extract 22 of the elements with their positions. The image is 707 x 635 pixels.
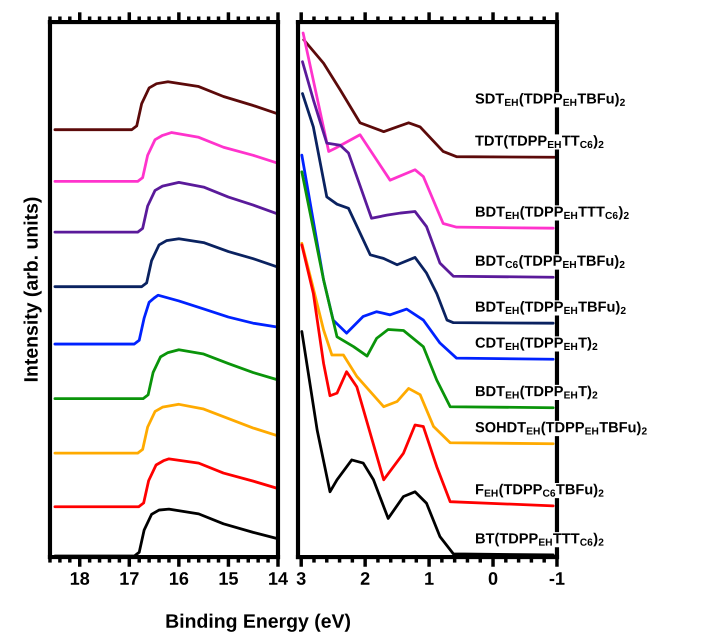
x-tick-label: 0 — [488, 572, 498, 585]
x-tick-label: 17 — [120, 572, 139, 585]
series-label: SOHDT$_{EH}$(TDPP$_{EH}$TBFu)$_{2}$ — [475, 422, 647, 436]
x-tick-label: 1 — [425, 572, 434, 585]
x-axis-title: Binding Energy (eV) — [166, 614, 350, 632]
annotation: SDT$_{EH}$(TDPP$_{EH}$TBFu)$_{2}$ — [475, 92, 625, 107]
series-label: BDT$_{EH}$(TDPP$_{EH}$TTT$_{C6}$)$_{2}$ — [476, 206, 629, 220]
series-label: F$_{EH}$(TDPP$_{C6}$TBFu)$_{2}$ — [476, 484, 604, 498]
x-tick-label: -1 — [550, 572, 564, 585]
x-tick-label: 3 — [296, 572, 306, 585]
series-label: BDT$_{EH}$(TDPP$_{EH}$TBFu)$_{2}$ — [476, 301, 626, 315]
series-label: CDT$_{EH}$(TDPP$_{EH}$T)$_{2}$ — [476, 337, 598, 351]
series-label: BDT$_{C6}$(TDPP$_{EH}$TBFu)$_{2}$ — [476, 255, 625, 269]
y-axis-title: Intensity (arb. units) — [24, 198, 42, 382]
x-tick-label: 2 — [360, 572, 370, 585]
x-tick-label: 18 — [70, 572, 90, 585]
series-label: BT(TDPP$_{EH}$TTT$_{C6}$)$_{2}$ — [476, 532, 604, 546]
x-tick-label: 15 — [220, 572, 238, 585]
series-label: BDT$_{EH}$(TDPP$_{EH}$T)$_{2}$ — [476, 386, 598, 400]
x-tick-label: 14 — [269, 572, 288, 585]
series-label: TDT(TDPP$_{EH}$TT$_{C6}$)$_{2}$ — [475, 135, 604, 149]
x-tick-label: 16 — [170, 572, 188, 585]
